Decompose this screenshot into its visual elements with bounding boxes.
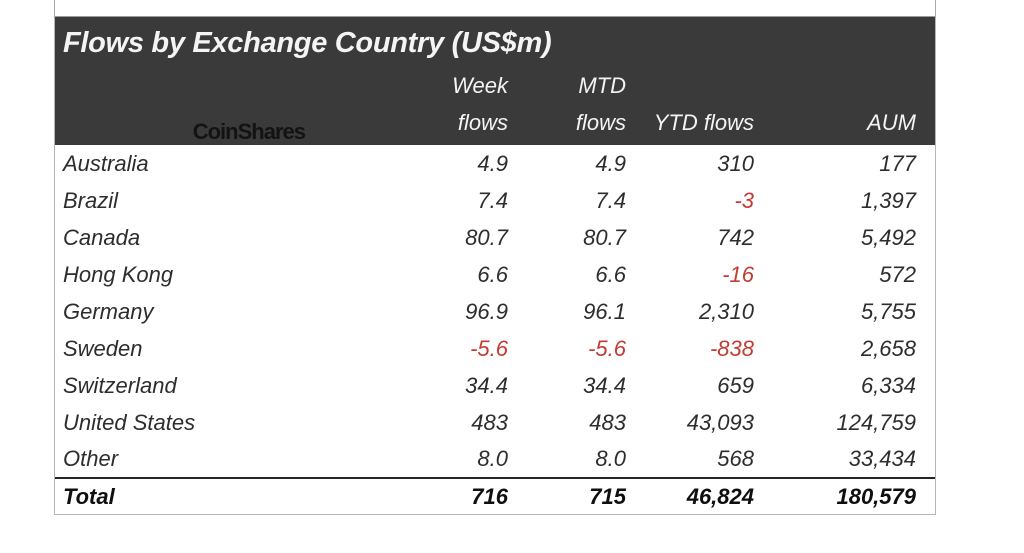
col-header-mtd-line1: MTD [508, 63, 626, 99]
week-flows-value: 4.9 [477, 150, 508, 176]
aum-value: 572 [879, 261, 916, 287]
table-row: Sweden -5.6 -5.6 -838 2,658 [55, 330, 935, 367]
total-row: Total 716 715 46,824 180,579 [55, 477, 935, 514]
col-header-aum: AUM [754, 99, 935, 145]
aum-value: 5,755 [860, 298, 916, 324]
week-flows-value: 34.4 [465, 372, 508, 398]
country-label: Switzerland [63, 372, 177, 398]
mtd-flows-value: 6.6 [595, 261, 626, 287]
week-flows-value: 483 [471, 409, 508, 435]
table-footer: Total 716 715 46,824 180,579 [55, 477, 935, 514]
table-row: Canada 80.7 80.7 742 5,492 [55, 219, 935, 256]
mtd-flows-value: 4.9 [595, 150, 626, 176]
mtd-flows-value: 80.7 [583, 224, 626, 250]
week-flows-value: 6.6 [477, 261, 508, 287]
country-label: United States [63, 409, 196, 435]
country-label: Australia [63, 150, 149, 176]
table-body: Australia 4.9 4.9 310 177 Brazil 7.4 7.4 -3 1,397… [55, 145, 935, 478]
total-week-flows: 716 [305, 477, 508, 514]
table-row: Hong Kong 6.6 6.6 -16 572 [55, 256, 935, 293]
table-row: Brazil 7.4 7.4 -3 1,397 [55, 182, 935, 219]
col-header-mtd-line2: flows [508, 99, 626, 145]
week-flows-value: 7.4 [477, 187, 508, 213]
aum-value: 124,759 [836, 409, 916, 435]
mtd-flows-value: 483 [589, 409, 626, 435]
table-row: Australia 4.9 4.9 310 177 [55, 145, 935, 182]
total-ytd-flows: 46,824 [626, 477, 754, 514]
col-header-ytd: YTD flows [626, 99, 754, 145]
total-aum: 180,579 [754, 477, 935, 514]
country-label: Germany [63, 298, 154, 324]
week-flows-value: 8.0 [477, 446, 508, 471]
country-label: Canada [63, 224, 141, 250]
country-label: Brazil [63, 187, 119, 213]
top-right-tick [935, 0, 936, 16]
flows-table-container: Flows by Exchange Country (US$m) CoinSha… [54, 16, 936, 515]
ytd-flows-value: -838 [709, 335, 754, 361]
ytd-flows-value: 742 [717, 224, 754, 250]
ytd-flows-value: -3 [734, 187, 754, 213]
week-flows-value: 96.9 [465, 298, 508, 324]
total-label: Total [55, 477, 305, 514]
aum-value: 2,658 [860, 335, 916, 361]
table-row: United States 483 483 43,093 124,759 [55, 404, 935, 441]
ytd-flows-value: 2,310 [698, 298, 754, 324]
ytd-flows-value: -16 [722, 261, 754, 287]
mtd-flows-value: -5.6 [588, 335, 626, 361]
ytd-flows-value: 43,093 [686, 409, 754, 435]
aum-value: 177 [879, 150, 916, 176]
mtd-flows-value: 7.4 [595, 187, 626, 213]
aum-value: 33,434 [848, 446, 916, 471]
table-title: Flows by Exchange Country (US$m) [55, 17, 935, 63]
col-header-week-line2: flows [305, 99, 508, 145]
top-left-tick [54, 0, 55, 16]
table-row: Other 8.0 8.0 568 33,434 [55, 441, 935, 478]
ytd-flows-value: 310 [717, 150, 754, 176]
country-label: Other [63, 446, 119, 471]
country-label: Hong Kong [63, 261, 174, 287]
mtd-flows-value: 96.1 [583, 298, 626, 324]
mtd-flows-value: 34.4 [583, 372, 626, 398]
table-row: Germany 96.9 96.1 2,310 5,755 [55, 293, 935, 330]
table-header: Flows by Exchange Country (US$m) CoinSha… [55, 17, 935, 145]
aum-value: 1,397 [860, 187, 916, 213]
total-mtd-flows: 715 [508, 477, 626, 514]
ytd-flows-value: 568 [717, 446, 754, 471]
country-label: Sweden [63, 335, 143, 361]
table-row: Switzerland 34.4 34.4 659 6,334 [55, 367, 935, 404]
mtd-flows-value: 8.0 [595, 446, 626, 471]
aum-value: 6,334 [860, 372, 916, 398]
coinshares-logo: CoinShares [55, 63, 306, 145]
col-header-aum-spacer [754, 63, 935, 99]
col-header-week-line1: Week [305, 63, 508, 99]
ytd-flows-value: 659 [717, 372, 754, 398]
aum-value: 5,492 [860, 224, 916, 250]
col-header-ytd-spacer [626, 63, 754, 99]
flows-by-exchange-country-table: Flows by Exchange Country (US$m) CoinSha… [55, 17, 935, 514]
week-flows-value: 80.7 [465, 224, 508, 250]
week-flows-value: -5.6 [470, 335, 508, 361]
